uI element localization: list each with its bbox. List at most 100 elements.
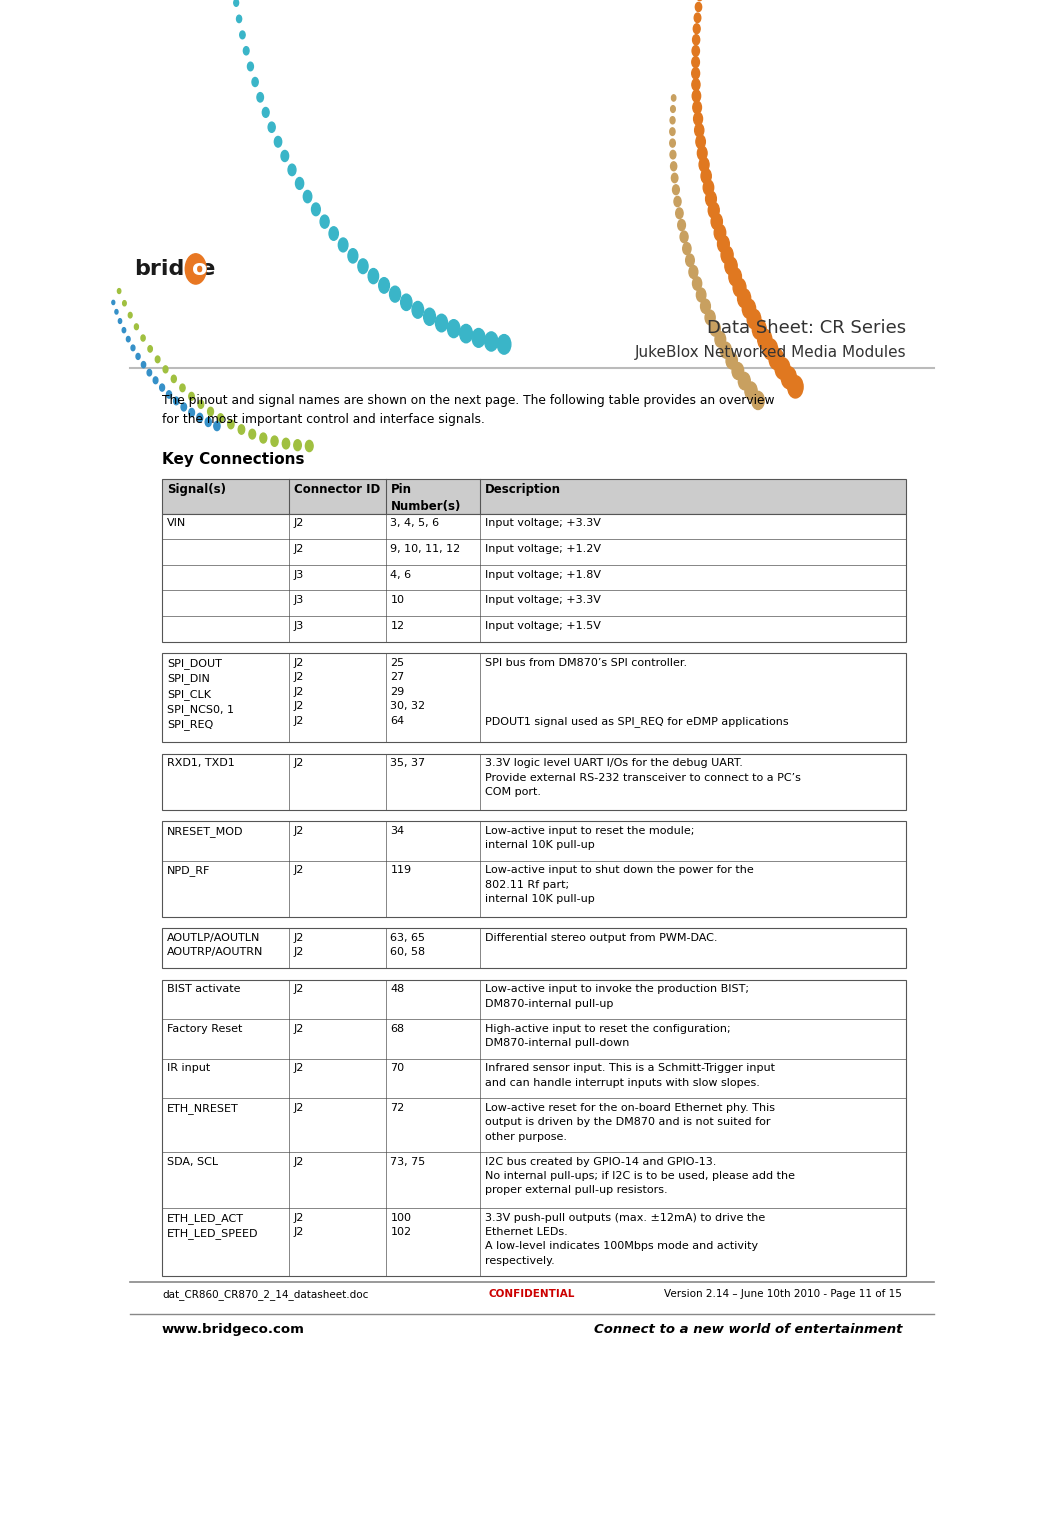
- Circle shape: [166, 390, 171, 398]
- Text: Version 2.14 – June 10th 2010 - Page 11 of 15: Version 2.14 – June 10th 2010 - Page 11 …: [664, 1289, 902, 1300]
- Circle shape: [154, 377, 158, 384]
- Circle shape: [671, 117, 675, 124]
- Text: 9, 10, 11, 12: 9, 10, 11, 12: [390, 543, 461, 554]
- Text: Low-active input to shut down the power for the
802.11 Rf part;
internal 10K pul: Low-active input to shut down the power …: [485, 865, 754, 905]
- Text: J3: J3: [294, 595, 304, 605]
- Text: Description: Description: [485, 483, 561, 496]
- Circle shape: [118, 319, 121, 324]
- Circle shape: [117, 289, 120, 294]
- Circle shape: [141, 334, 145, 340]
- Circle shape: [742, 300, 756, 318]
- Circle shape: [692, 35, 700, 45]
- Circle shape: [206, 418, 212, 427]
- Text: ETH_LED_ACT
ETH_LED_SPEED: ETH_LED_ACT ETH_LED_SPEED: [167, 1212, 258, 1239]
- Circle shape: [389, 286, 401, 303]
- Circle shape: [485, 331, 498, 351]
- Circle shape: [714, 224, 726, 241]
- Text: J2
J2: J2 J2: [294, 934, 304, 958]
- Circle shape: [305, 440, 313, 451]
- Text: Signal(s): Signal(s): [167, 483, 225, 496]
- Circle shape: [738, 372, 750, 390]
- Text: 73, 75: 73, 75: [390, 1156, 426, 1167]
- Text: J2: J2: [294, 1064, 304, 1073]
- Text: VIN: VIN: [167, 519, 186, 528]
- Text: Key Connections: Key Connections: [162, 452, 304, 468]
- Circle shape: [672, 174, 678, 183]
- Bar: [162, 822, 906, 917]
- Circle shape: [788, 375, 803, 398]
- Circle shape: [775, 357, 790, 380]
- Bar: [162, 929, 906, 968]
- Text: SDA, SCL: SDA, SCL: [167, 1156, 218, 1167]
- Circle shape: [288, 163, 296, 176]
- Circle shape: [160, 384, 165, 390]
- Circle shape: [163, 366, 168, 372]
- Text: J2: J2: [294, 1024, 304, 1033]
- Circle shape: [673, 185, 679, 195]
- Circle shape: [294, 440, 301, 451]
- Text: Input voltage; +1.2V: Input voltage; +1.2V: [485, 543, 601, 554]
- Text: Data Sheet: CR Series: Data Sheet: CR Series: [707, 319, 906, 337]
- Circle shape: [214, 422, 220, 431]
- Circle shape: [436, 315, 447, 331]
- Text: CONFIDENTIAL: CONFIDENTIAL: [489, 1289, 575, 1300]
- Text: AOUTLP/AOUTLN
AOUTRP/AOUTRN: AOUTLP/AOUTLN AOUTRP/AOUTRN: [167, 934, 263, 958]
- Circle shape: [694, 124, 704, 136]
- Text: J2
J2: J2 J2: [294, 1212, 304, 1238]
- Circle shape: [173, 396, 179, 405]
- Text: Differential stereo output from PWM-DAC.: Differential stereo output from PWM-DAC.: [485, 934, 717, 943]
- Circle shape: [733, 278, 746, 297]
- Text: 12: 12: [390, 620, 405, 631]
- Circle shape: [198, 399, 203, 409]
- Circle shape: [197, 413, 202, 422]
- Text: J2: J2: [294, 519, 304, 528]
- Circle shape: [131, 345, 135, 351]
- Circle shape: [717, 236, 730, 253]
- Text: Low-active input to reset the module;
internal 10K pull-up: Low-active input to reset the module; in…: [485, 826, 693, 850]
- Text: 119: 119: [390, 865, 411, 876]
- Text: bridge: bridge: [134, 259, 215, 278]
- Text: 70: 70: [390, 1064, 405, 1073]
- Circle shape: [693, 24, 701, 33]
- Circle shape: [715, 331, 726, 346]
- Circle shape: [189, 409, 194, 416]
- Text: NRESET_MOD: NRESET_MOD: [167, 826, 243, 837]
- Text: 3, 4, 5, 6: 3, 4, 5, 6: [390, 519, 439, 528]
- Circle shape: [180, 384, 185, 392]
- Text: Factory Reset: Factory Reset: [167, 1024, 242, 1033]
- Circle shape: [238, 425, 245, 434]
- Circle shape: [122, 301, 127, 306]
- Bar: [162, 478, 906, 513]
- Text: SPI_DOUT
SPI_DIN
SPI_CLK
SPI_NCS0, 1
SPI_REQ: SPI_DOUT SPI_DIN SPI_CLK SPI_NCS0, 1 SPI…: [167, 658, 234, 731]
- Circle shape: [676, 207, 683, 219]
- Circle shape: [252, 77, 258, 86]
- Text: SPI bus from DM870’s SPI controller.



PDOUT1 signal used as SPI_REQ for eDMP a: SPI bus from DM870’s SPI controller. PDO…: [485, 658, 788, 726]
- Circle shape: [257, 92, 264, 101]
- Circle shape: [303, 191, 311, 203]
- Circle shape: [692, 79, 700, 91]
- Circle shape: [763, 339, 777, 360]
- Circle shape: [758, 330, 772, 350]
- Circle shape: [171, 375, 176, 383]
- Circle shape: [227, 419, 234, 428]
- Bar: [162, 654, 906, 741]
- Circle shape: [694, 14, 701, 23]
- Text: Input voltage; +3.3V: Input voltage; +3.3V: [485, 595, 600, 605]
- Text: J3: J3: [294, 569, 304, 579]
- Circle shape: [472, 328, 485, 348]
- Text: NPD_RF: NPD_RF: [167, 865, 210, 876]
- Circle shape: [112, 301, 115, 304]
- Circle shape: [678, 219, 685, 230]
- Text: J2: J2: [294, 1156, 304, 1167]
- Circle shape: [447, 319, 460, 337]
- Bar: [162, 753, 906, 809]
- Circle shape: [263, 107, 269, 118]
- Text: 34: 34: [390, 826, 405, 835]
- Circle shape: [282, 439, 290, 449]
- Text: High-active input to reset the configuration;
DM870-internal pull-down: High-active input to reset the configura…: [485, 1024, 730, 1049]
- Circle shape: [141, 362, 145, 368]
- Text: Low-active input to invoke the production BIST;
DM870-internal pull-up: Low-active input to invoke the productio…: [485, 985, 748, 1009]
- Circle shape: [234, 0, 239, 6]
- Circle shape: [156, 356, 160, 363]
- Text: Low-active reset for the on-board Ethernet phy. This
output is driven by the DM8: Low-active reset for the on-board Ethern…: [485, 1103, 774, 1142]
